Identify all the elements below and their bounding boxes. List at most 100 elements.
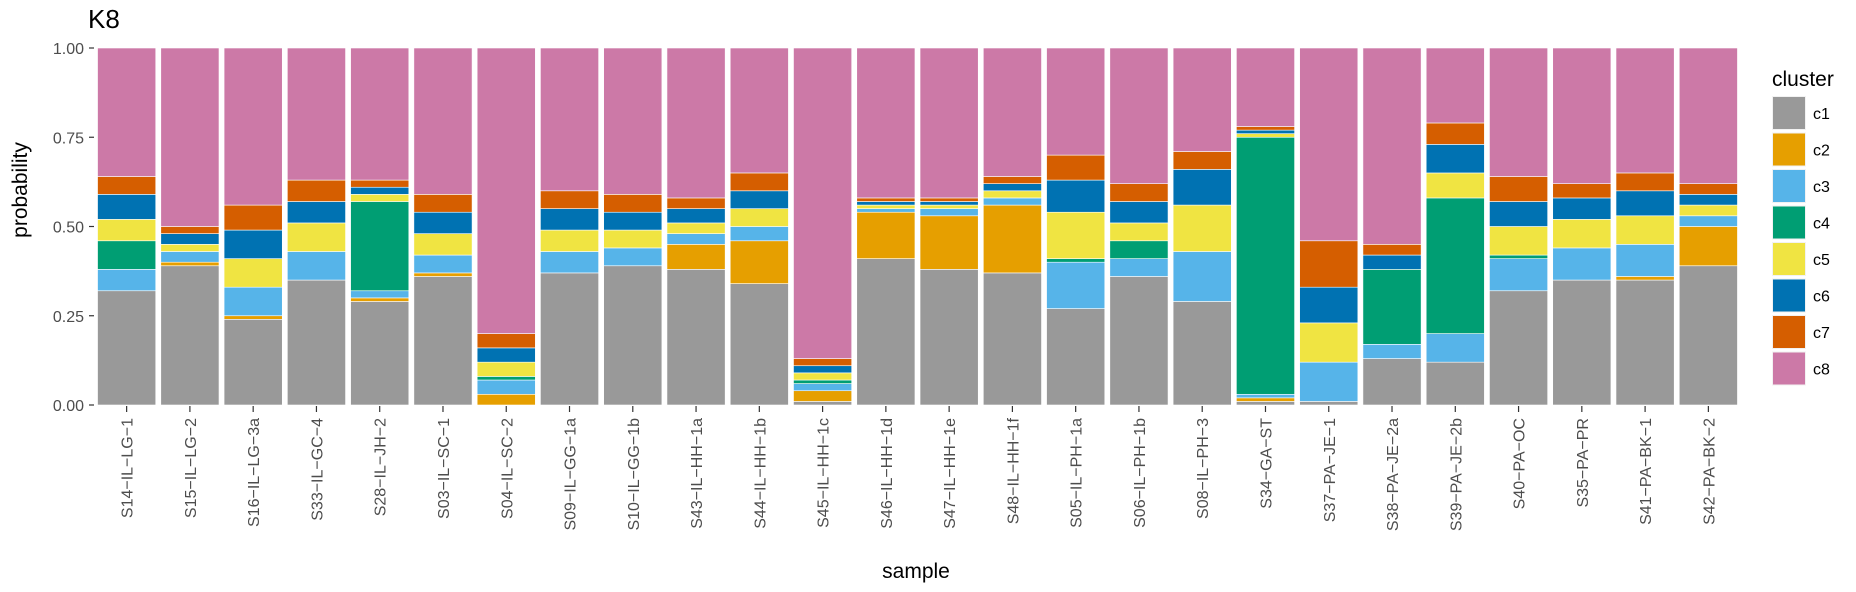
bar-stack: [1489, 47, 1548, 406]
bar-segment-c8: [1109, 47, 1169, 184]
bar-segment-c5: [223, 258, 283, 288]
bar-segment-c1: [350, 301, 410, 406]
bar-segment-c6: [1172, 169, 1232, 206]
legend-swatch: [1773, 170, 1805, 202]
bar-segment-c1: [793, 401, 853, 406]
bar-segment-c3: [160, 251, 220, 263]
bar-segment-c8: [1236, 47, 1295, 127]
bar-segment-c3: [1552, 247, 1612, 281]
bar-segment-c5: [476, 361, 536, 377]
y-tick-label: 0.25: [53, 309, 84, 326]
legend-item-c1: c1: [1772, 96, 1830, 130]
legend-swatch: [1773, 352, 1805, 385]
bar-segment-c3: [1299, 361, 1359, 402]
bar-segment-c1: [1489, 290, 1548, 406]
bar-segment-c6: [476, 347, 536, 363]
legend-swatch: [1773, 206, 1805, 239]
x-tick-label: S39−PA−JE−2b: [1448, 418, 1465, 531]
bar-segment-c1: [1425, 361, 1485, 406]
bar-segment-c1: [1615, 279, 1675, 406]
bar-segment-c6: [540, 208, 599, 231]
bar-segment-c3: [1489, 258, 1548, 292]
legend-swatch: [1773, 133, 1805, 166]
bar-segment-c1: [287, 279, 346, 406]
bar-segment-c8: [1299, 47, 1359, 242]
bar-segment-c8: [97, 47, 157, 177]
bar-stack: [1236, 47, 1295, 406]
bar-segment-c8: [413, 47, 473, 195]
bar-segment-c6: [1236, 129, 1295, 134]
bar-segment-c3: [729, 226, 789, 242]
x-tick-label: S04−IL−SC−2: [499, 418, 516, 519]
bar-segment-c3: [1678, 215, 1738, 227]
bar-segment-c8: [1615, 47, 1675, 174]
bar-stack: [1615, 47, 1675, 406]
bar-segment-c7: [1678, 183, 1738, 195]
bar-segment-c4: [1046, 258, 1106, 263]
bar-segment-c8: [603, 47, 663, 195]
legend-item-c8: c8: [1772, 351, 1830, 386]
x-tick-label: S14−IL−LG−1: [120, 418, 137, 518]
bar-segment-c1: [856, 258, 916, 406]
bar-segment-c5: [666, 222, 726, 234]
bar-segment-c7: [1109, 183, 1169, 202]
x-tick-label: S35−PA−PR: [1575, 418, 1592, 508]
bar-segment-c2: [160, 261, 220, 267]
legend-label: c6: [1813, 289, 1830, 306]
legend-item-c4: c4: [1772, 205, 1830, 240]
bar-segment-c6: [1425, 144, 1485, 174]
bar-segment-c4: [97, 240, 157, 270]
x-tick-label: S41−PA−BK−1: [1638, 418, 1655, 525]
bar-segment-c2: [223, 315, 283, 320]
bar-stack: [1362, 47, 1422, 406]
bar-segment-c5: [1552, 219, 1612, 249]
bar-segment-c1: [97, 290, 157, 406]
bar-segment-c4: [1489, 254, 1548, 259]
bar-segment-c5: [1236, 133, 1295, 138]
bar-segment-c1: [1172, 301, 1232, 406]
bar-segment-c4: [793, 379, 853, 384]
bar-stack: [1678, 47, 1738, 406]
bar-segment-c7: [1299, 240, 1359, 288]
bar-segment-c6: [1552, 197, 1612, 220]
bar-segment-c6: [1299, 286, 1359, 324]
bar-segment-c7: [476, 333, 536, 349]
bar-segment-c7: [856, 197, 916, 202]
bar-segment-c6: [729, 190, 789, 209]
x-tick-label: S46−IL−HH−1d: [879, 418, 896, 529]
x-tick-label: S43−IL−HH−1a: [689, 418, 706, 529]
bar-segment-c8: [540, 47, 599, 192]
legend-swatch: [1773, 316, 1805, 348]
y-tick-label: 1.00: [53, 41, 84, 58]
bar-segment-c4: [476, 376, 536, 381]
bar-segment-c3: [603, 247, 663, 267]
bar-stack: [1299, 47, 1359, 406]
bar-segment-c8: [476, 47, 536, 334]
x-tick-label: S16−IL−LG−3a: [246, 418, 263, 527]
legend-label: c8: [1813, 362, 1830, 379]
bar-stack: [1172, 47, 1232, 406]
bar-segment-c8: [793, 47, 853, 359]
bar-segment-c3: [1425, 333, 1485, 363]
bar-segment-c5: [856, 204, 916, 209]
bar-segment-c1: [160, 265, 220, 406]
bar-segment-c2: [1615, 276, 1675, 281]
bar-segment-c5: [1615, 215, 1675, 245]
x-tick-label: S05−IL−PH−1a: [1069, 418, 1086, 528]
bar-segment-c1: [223, 319, 283, 406]
bar-stack: [97, 47, 157, 406]
bar-segment-c5: [287, 222, 346, 252]
bar-segment-c1: [1362, 358, 1422, 406]
legend-item-c7: c7: [1772, 315, 1830, 349]
legend-label: c4: [1813, 216, 1830, 233]
bar-stack: [350, 47, 410, 406]
bar-segment-c7: [919, 197, 979, 202]
bar-segment-c3: [223, 286, 283, 317]
bar-segment-c1: [919, 269, 979, 406]
bar-segment-c6: [1489, 201, 1548, 227]
bar-segment-c3: [1109, 258, 1169, 277]
bar-segment-c5: [793, 372, 853, 381]
bar-segment-c3: [666, 233, 726, 245]
bar-segment-c3: [1172, 251, 1232, 302]
bar-stack: [1425, 47, 1485, 406]
